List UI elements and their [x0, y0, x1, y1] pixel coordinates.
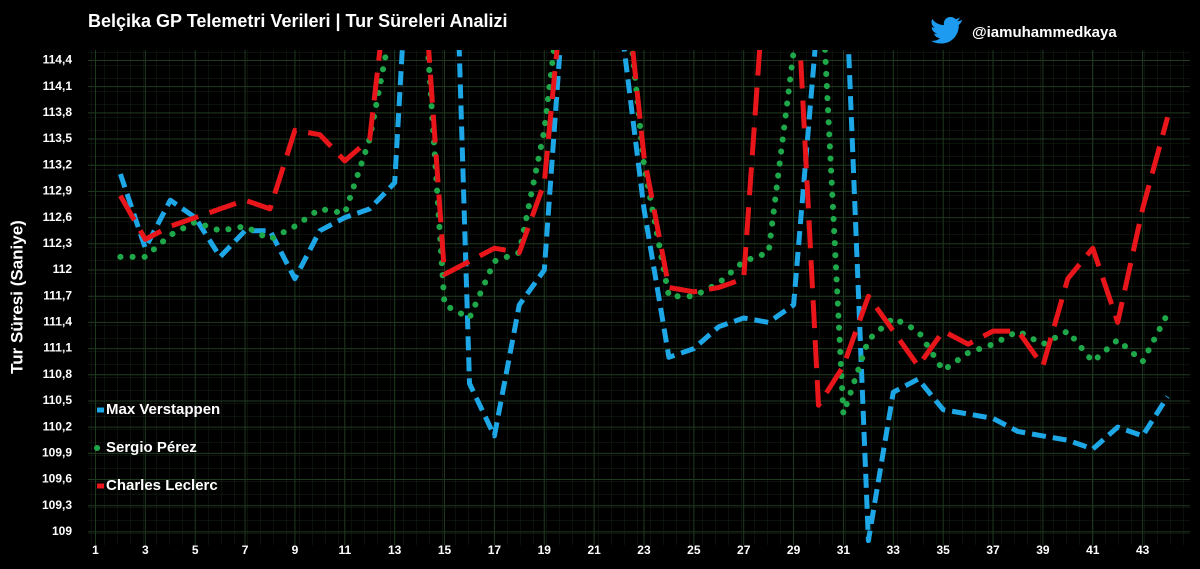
x-tick-label: 23: [637, 543, 651, 557]
x-tick-label: 31: [837, 543, 851, 557]
y-tick-label: 112,9: [43, 184, 73, 198]
y-tick-label: 109,9: [42, 446, 72, 460]
legend-label: Max Verstappen: [106, 401, 220, 418]
y-tick-label: 111,1: [43, 341, 72, 355]
x-tick-label: 1: [92, 543, 99, 557]
y-tick-label: 114,1: [43, 79, 73, 93]
y-tick-label: 114,4: [43, 53, 73, 67]
x-tick-label: 29: [787, 543, 801, 557]
x-tick-label: 3: [142, 543, 149, 557]
x-tick-label: 9: [292, 543, 299, 557]
y-tick-label: 110,2: [43, 419, 73, 433]
x-tick-label: 39: [1036, 543, 1050, 557]
y-tick-label: 112,3: [43, 236, 73, 250]
x-tick-label: 27: [737, 543, 751, 557]
y-tick-label: 109,3: [42, 498, 72, 512]
y-tick-label: 110,8: [43, 367, 73, 381]
x-tick-label: 43: [1136, 543, 1150, 557]
y-tick-label: 113,2: [43, 157, 73, 171]
x-tick-label: 19: [538, 543, 552, 557]
x-tick-label: 33: [887, 543, 901, 557]
series-line: [118, 50, 1171, 408]
series-line: [117, 50, 1171, 417]
series-layer: [117, 50, 1171, 544]
x-tick-label: 21: [587, 543, 601, 557]
y-axis-label: Tur Süresi (Saniye): [7, 220, 26, 374]
x-tick-label: 5: [192, 543, 199, 557]
y-tick-label: 110,5: [43, 393, 73, 407]
y-tick-label: 109,6: [42, 472, 72, 486]
x-tick-label: 37: [986, 543, 1000, 557]
x-tick-label: 35: [936, 543, 950, 557]
series-line: [118, 50, 1170, 544]
x-tick-label: 15: [438, 543, 452, 557]
y-tick-label: 113,5: [43, 131, 73, 145]
legend-label: Sergio Pérez: [106, 439, 197, 456]
y-tick-label: 113,8: [43, 105, 73, 119]
y-tick-label: 112: [53, 262, 73, 276]
x-tick-label: 11: [338, 543, 351, 557]
chart-title: Belçika GP Telemetri Verileri | Tur Süre…: [88, 11, 508, 31]
x-tick-label: 41: [1086, 543, 1100, 557]
x-tick-label: 13: [388, 543, 402, 557]
y-tick-label: 112,6: [43, 210, 73, 224]
x-tick-label: 7: [242, 543, 249, 557]
handle: @iamuhammedkaya: [972, 24, 1117, 41]
x-tick-label: 17: [488, 543, 502, 557]
twitter-icon: [930, 16, 963, 44]
legend-label: Charles Leclerc: [106, 477, 218, 494]
y-tick-label: 109: [52, 524, 72, 538]
x-tick-label: 25: [687, 543, 701, 557]
y-tick-label: 111,4: [43, 315, 72, 329]
y-tick-label: 111,7: [43, 288, 72, 302]
